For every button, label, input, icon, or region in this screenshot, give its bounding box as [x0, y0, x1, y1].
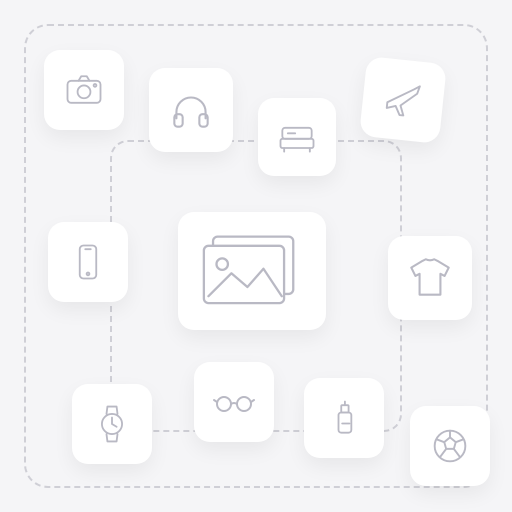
tile-soccer-ball — [410, 406, 490, 486]
tile-spray-bottle — [304, 378, 384, 458]
tile-image-placeholder — [178, 212, 326, 330]
phone-icon — [66, 240, 110, 284]
tile-phone — [48, 222, 128, 302]
bed-icon — [275, 115, 319, 159]
tile-watch — [72, 384, 152, 464]
watch-icon — [90, 402, 134, 446]
spray-bottle-icon — [322, 396, 366, 440]
tile-headphones — [149, 68, 233, 152]
tile-tshirt — [388, 236, 472, 320]
tshirt-icon — [405, 253, 455, 303]
tile-glasses — [194, 362, 274, 442]
soccer-ball-icon — [427, 423, 473, 469]
tile-bed — [258, 98, 336, 176]
tile-airplane — [359, 56, 447, 144]
headphones-icon — [166, 85, 216, 135]
tile-camera — [44, 50, 124, 130]
airplane-icon — [378, 75, 429, 126]
camera-icon — [62, 68, 106, 112]
image-placeholder-icon — [197, 229, 307, 313]
glasses-icon — [210, 378, 258, 426]
